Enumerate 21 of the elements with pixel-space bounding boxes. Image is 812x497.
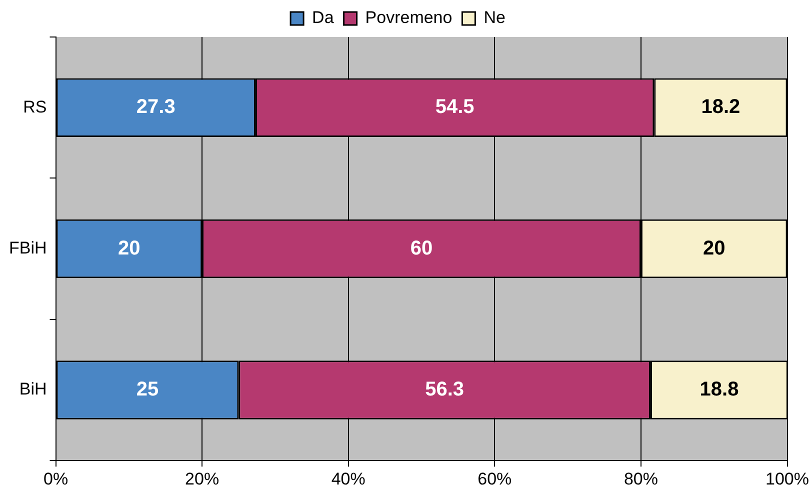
legend-label: Ne	[484, 8, 506, 28]
y-tick-label: FBiH	[8, 238, 47, 258]
data-label: 18.2	[701, 96, 740, 118]
data-label: 60	[410, 237, 433, 260]
y-tick-label: BiH	[19, 380, 47, 399]
x-tick-label: 80%	[624, 469, 658, 488]
data-label: 20	[118, 237, 140, 260]
data-label: 56.3	[425, 378, 464, 401]
x-tick-label: 100%	[766, 469, 809, 488]
data-label: 20	[702, 237, 726, 260]
x-tick-label: 20%	[185, 469, 220, 488]
x-tick-label: 40%	[331, 469, 366, 488]
x-tick-label: 60%	[478, 469, 512, 488]
legend-label: Da	[312, 8, 334, 28]
data-label: 25	[136, 378, 159, 401]
legend-label: Povremeno	[365, 8, 452, 28]
data-label: 54.5	[435, 96, 474, 118]
data-label: 18.8	[700, 378, 739, 401]
x-tick-label: 0%	[43, 469, 68, 488]
y-tick-label: RS	[23, 97, 47, 116]
data-label: 27.3	[136, 96, 176, 118]
